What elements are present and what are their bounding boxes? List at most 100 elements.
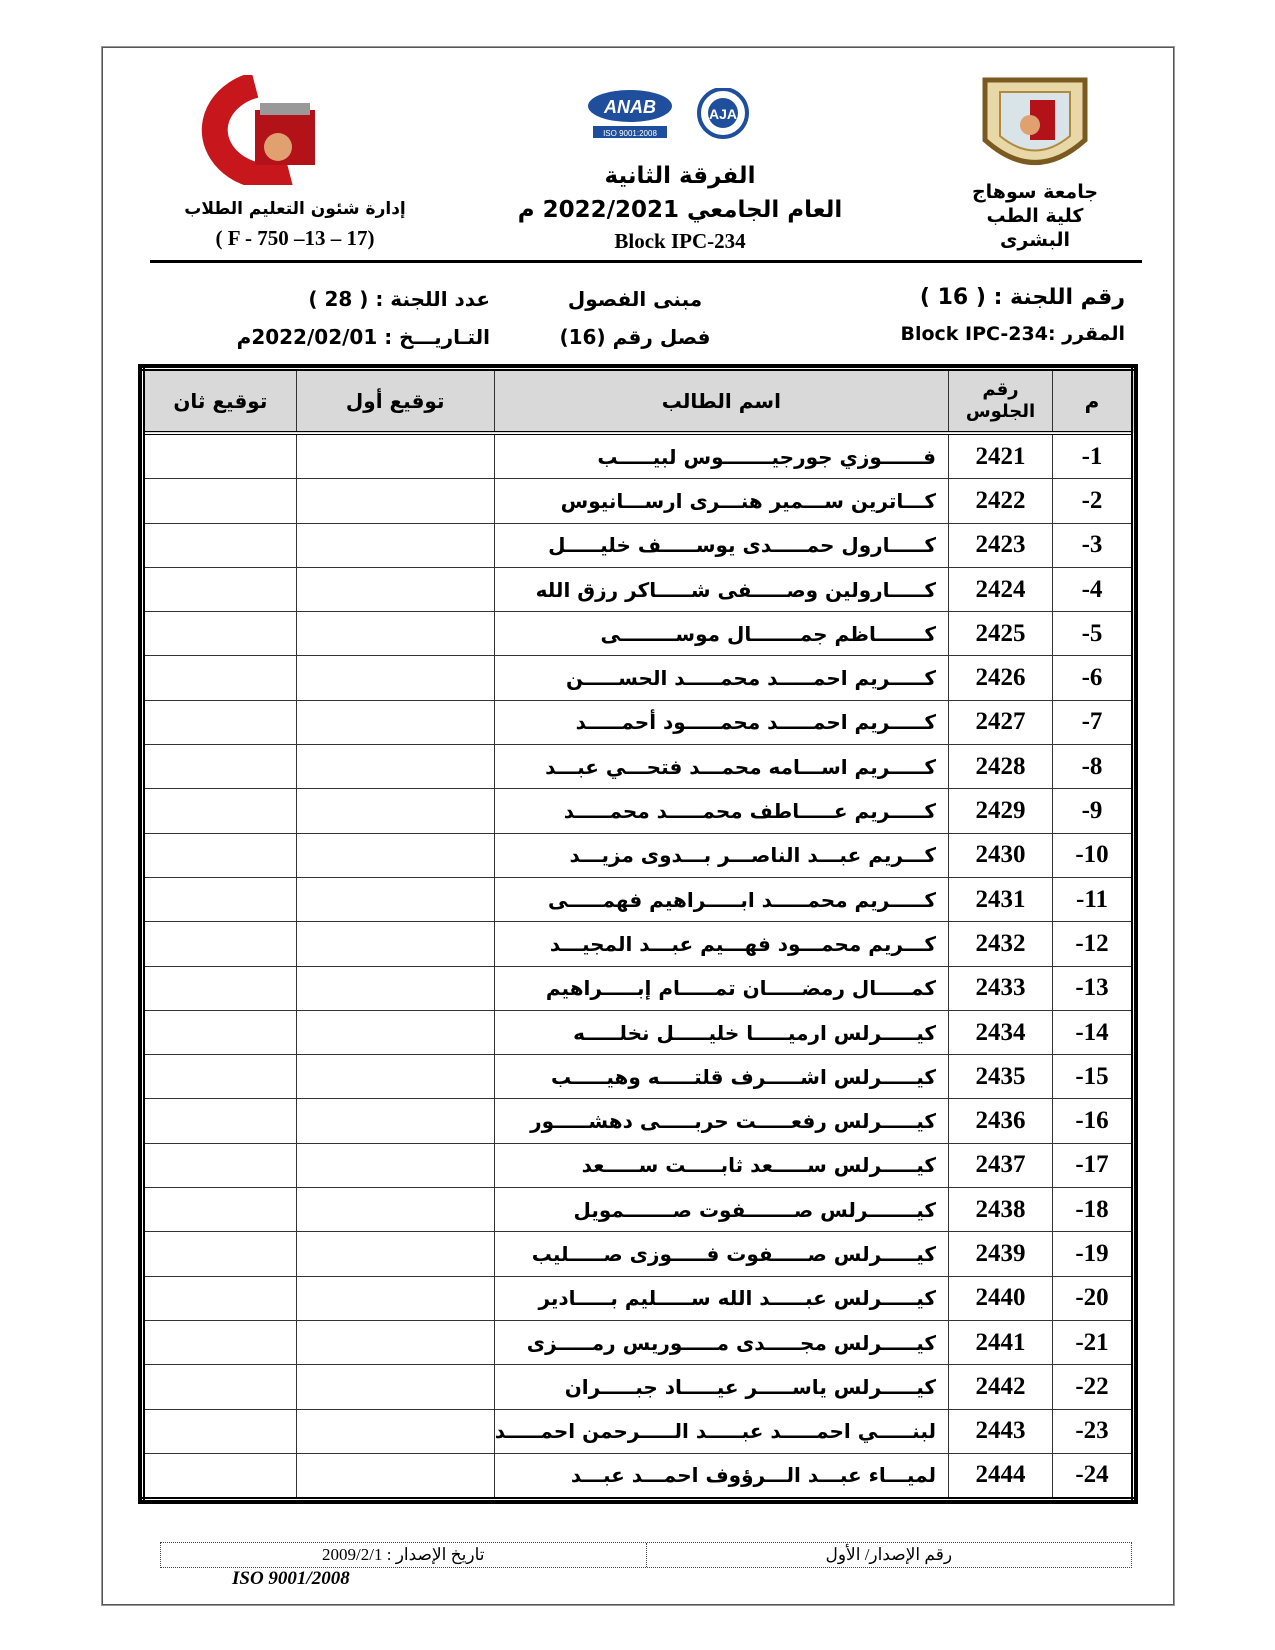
seat-number: 2440 — [948, 1275, 1053, 1321]
course-title: Block IPC-234 — [614, 229, 746, 253]
signature-2-cell[interactable] — [142, 1319, 297, 1366]
faculty-logo — [201, 75, 315, 185]
student-name: كيـــــرلس صـــــفوت فـــــوزى صـــــليب — [493, 1231, 950, 1277]
student-name: كـــاترين ســـمير هنـــرى ارســـانيوس — [493, 478, 950, 524]
signature-2-cell[interactable] — [142, 1408, 297, 1454]
seat-number: 2425 — [948, 611, 1053, 657]
signature-1-cell[interactable] — [295, 1452, 495, 1501]
signature-1-cell[interactable] — [295, 1408, 495, 1454]
table-row: -16 2436 كيـــــرلس رفعـــــت حربـــــى ده… — [142, 1098, 1134, 1144]
signature-1-cell[interactable] — [295, 744, 495, 790]
svg-text:ANAB: ANAB — [603, 97, 656, 117]
table-row: -2 2422 كـــاترين ســـمير هنـــرى ارســـان… — [142, 478, 1134, 524]
row-index: -1 — [1052, 432, 1134, 480]
student-name: كـــــريم اســـامه محمـــد فتحـــي عبـــ… — [493, 744, 950, 790]
page-frame — [102, 47, 1174, 1605]
signature-2-cell[interactable] — [142, 1275, 297, 1321]
signature-2-cell[interactable] — [142, 1009, 297, 1056]
signature-1-cell[interactable] — [295, 478, 495, 524]
signature-1-cell[interactable] — [295, 1187, 495, 1233]
table-row: -11 2431 كـــــريم محمـــــد ابـــــراهيم … — [142, 876, 1134, 923]
seat-number: 2439 — [948, 1231, 1053, 1277]
table-row: -14 2434 كيـــــرلس ارميـــــا خليـــــل ن… — [142, 1009, 1134, 1056]
student-name: كيـــــــرلس صـــــــفوت صـــــــمويل — [493, 1187, 950, 1233]
signature-2-cell[interactable] — [142, 655, 297, 701]
table-row: -7 2427 كـــــريم احمـــــد محمـــــود أحم… — [142, 699, 1134, 746]
signature-1-cell[interactable] — [295, 611, 495, 657]
signature-2-cell[interactable] — [142, 1364, 297, 1410]
building-name: مبنى الفصول — [567, 287, 703, 311]
signature-1-cell[interactable] — [295, 566, 495, 613]
header-index: م — [1052, 368, 1134, 435]
signature-2-cell[interactable] — [142, 522, 297, 568]
header-divider — [150, 260, 1142, 263]
svg-text:ISO 9001:2008: ISO 9001:2008 — [603, 129, 657, 138]
student-name: كـــــريم محمـــــد ابـــــراهيم فهمــــ… — [493, 876, 950, 923]
university-name: جامعة سوهاج — [971, 181, 1099, 203]
signature-1-cell[interactable] — [295, 1319, 495, 1366]
signature-2-cell[interactable] — [142, 921, 297, 967]
row-index: -16 — [1052, 1098, 1134, 1144]
signature-2-cell[interactable] — [142, 1231, 297, 1277]
row-index: -9 — [1052, 788, 1134, 834]
signature-1-cell[interactable] — [295, 876, 495, 923]
seat-number: 2427 — [948, 699, 1053, 746]
signature-1-cell[interactable] — [295, 1275, 495, 1321]
student-name: كـــــريم عـــــاطف محمـــــد محمـــــد — [493, 788, 950, 834]
signature-1-cell[interactable] — [295, 1098, 495, 1144]
signature-1-cell[interactable] — [295, 1009, 495, 1056]
table-row: -18 2438 كيـــــــرلس صـــــــفوت صـــــــ… — [142, 1187, 1134, 1233]
signature-2-cell[interactable] — [142, 478, 297, 524]
signature-1-cell[interactable] — [295, 832, 495, 878]
signature-2-cell[interactable] — [142, 1187, 297, 1233]
signature-1-cell[interactable] — [295, 921, 495, 967]
signature-2-cell[interactable] — [142, 1098, 297, 1144]
signature-2-cell[interactable] — [142, 744, 297, 790]
student-name: كيـــــرلس رفعـــــت حربـــــى دهشـــــو… — [493, 1098, 950, 1144]
signature-1-cell[interactable] — [295, 788, 495, 834]
signature-1-cell[interactable] — [295, 655, 495, 701]
footer-box: رقم الإصدار/ الأول تاريخ الإصدار : 2009/… — [160, 1542, 1132, 1568]
table-header-row: م رقم الجلوس اسم الطالب توقيع أول توقيع … — [142, 368, 1134, 435]
signature-2-cell[interactable] — [142, 1452, 297, 1501]
signature-2-cell[interactable] — [142, 788, 297, 834]
signature-1-cell[interactable] — [295, 432, 495, 480]
department-name: إدارة شئون التعليم الطلاب — [184, 199, 406, 219]
signature-2-cell[interactable] — [142, 699, 297, 746]
signature-2-cell[interactable] — [142, 611, 297, 657]
table-row: -19 2439 كيـــــرلس صـــــفوت فـــــوزى صـ… — [142, 1231, 1134, 1277]
classroom-number: فصل رقم (16) — [559, 325, 711, 349]
signature-2-cell[interactable] — [142, 832, 297, 878]
row-index: -24 — [1052, 1452, 1134, 1501]
signature-2-cell[interactable] — [142, 566, 297, 613]
signature-1-cell[interactable] — [295, 1142, 495, 1189]
seat-number: 2421 — [948, 432, 1053, 480]
signature-2-cell[interactable] — [142, 432, 297, 480]
student-name: كيـــــرلس عبـــــد الله ســـــليم بــــ… — [493, 1275, 950, 1321]
signature-1-cell[interactable] — [295, 522, 495, 568]
row-index: -13 — [1052, 965, 1134, 1011]
student-name: كيـــــرلس ياســـــر عيـــــاد جبـــــرا… — [493, 1364, 950, 1410]
seat-number: 2438 — [948, 1187, 1053, 1233]
signature-1-cell[interactable] — [295, 1364, 495, 1410]
seat-number: 2424 — [948, 566, 1053, 613]
row-index: -12 — [1052, 921, 1134, 967]
signature-2-cell[interactable] — [142, 876, 297, 923]
signature-2-cell[interactable] — [142, 965, 297, 1011]
table-row: -1 2421 فــــــوزي جورجيـــــــوس لبيـــــ… — [142, 432, 1134, 480]
row-index: -6 — [1052, 655, 1134, 701]
row-index: -15 — [1052, 1054, 1134, 1100]
signature-1-cell[interactable] — [295, 965, 495, 1011]
seat-number: 2432 — [948, 921, 1053, 967]
signature-2-cell[interactable] — [142, 1054, 297, 1100]
signature-1-cell[interactable] — [295, 1054, 495, 1100]
row-index: -14 — [1052, 1009, 1134, 1056]
student-name: لبنـــــي احمـــــد عبـــــد الـــــرحمن… — [493, 1408, 950, 1454]
row-index: -8 — [1052, 744, 1134, 790]
signature-1-cell[interactable] — [295, 1231, 495, 1277]
signature-1-cell[interactable] — [295, 699, 495, 746]
student-name: كـــــريم احمـــــد محمـــــود أحمـــــد — [493, 699, 950, 746]
issue-date: تاريخ الإصدار : 2009/2/1 — [161, 1543, 647, 1567]
signature-2-cell[interactable] — [142, 1142, 297, 1189]
row-index: -5 — [1052, 611, 1134, 657]
